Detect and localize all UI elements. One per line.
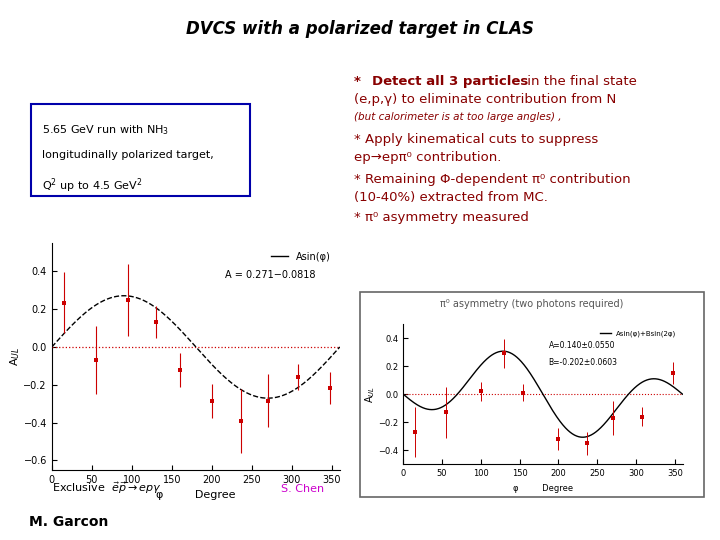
Text: DVCS with a polarized target in CLAS: DVCS with a polarized target in CLAS bbox=[186, 20, 534, 38]
Text: (e,p,γ) to eliminate contribution from N: (e,p,γ) to eliminate contribution from N bbox=[354, 93, 616, 106]
Text: (10-40%) extracted from MC.: (10-40%) extracted from MC. bbox=[354, 191, 548, 204]
Text: 5.65 GeV run with NH$_3$: 5.65 GeV run with NH$_3$ bbox=[42, 123, 169, 137]
X-axis label: φ         Degree: φ Degree bbox=[156, 490, 235, 500]
FancyBboxPatch shape bbox=[360, 292, 704, 497]
Legend: Asin(φ)+Bsin(2φ): Asin(φ)+Bsin(2φ) bbox=[598, 327, 679, 340]
Text: * Remaining Φ-dependent π⁰ contribution: * Remaining Φ-dependent π⁰ contribution bbox=[354, 173, 631, 186]
Text: ep→epπ⁰ contribution.: ep→epπ⁰ contribution. bbox=[354, 151, 502, 164]
Text: Exclusive  $\vec{e}\vec{p} \rightarrow ep\gamma$: Exclusive $\vec{e}\vec{p} \rightarrow ep… bbox=[52, 481, 161, 496]
Text: *: * bbox=[354, 75, 366, 88]
Y-axis label: A$_{UL}$: A$_{UL}$ bbox=[363, 386, 377, 403]
Legend: Asin(φ): Asin(φ) bbox=[267, 248, 335, 266]
Text: Detect all 3 particles: Detect all 3 particles bbox=[372, 75, 528, 88]
Text: π⁰ asymmetry (two photons required): π⁰ asymmetry (two photons required) bbox=[441, 299, 624, 309]
FancyBboxPatch shape bbox=[31, 104, 250, 196]
Text: longitudinally polarized target,: longitudinally polarized target, bbox=[42, 150, 214, 160]
Text: in the final state: in the final state bbox=[523, 75, 637, 88]
Text: (but calorimeter is at too large angles) ,: (but calorimeter is at too large angles)… bbox=[354, 112, 562, 122]
Text: S. Chen: S. Chen bbox=[281, 484, 324, 495]
Text: A=0.140±0.0550: A=0.140±0.0550 bbox=[549, 341, 615, 350]
Text: A = 0.271−0.0818: A = 0.271−0.0818 bbox=[225, 270, 315, 280]
Text: M. Garcon: M. Garcon bbox=[29, 516, 108, 530]
X-axis label: φ         Degree: φ Degree bbox=[513, 484, 573, 493]
Y-axis label: A$_{UL}$: A$_{UL}$ bbox=[9, 347, 22, 366]
Text: B=-0.202±0.0603: B=-0.202±0.0603 bbox=[549, 357, 618, 367]
Text: * Apply kinematical cuts to suppress: * Apply kinematical cuts to suppress bbox=[354, 133, 598, 146]
Text: * π⁰ asymmetry measured: * π⁰ asymmetry measured bbox=[354, 211, 529, 224]
Text: Q$^2$ up to 4.5 GeV$^2$: Q$^2$ up to 4.5 GeV$^2$ bbox=[42, 176, 143, 195]
